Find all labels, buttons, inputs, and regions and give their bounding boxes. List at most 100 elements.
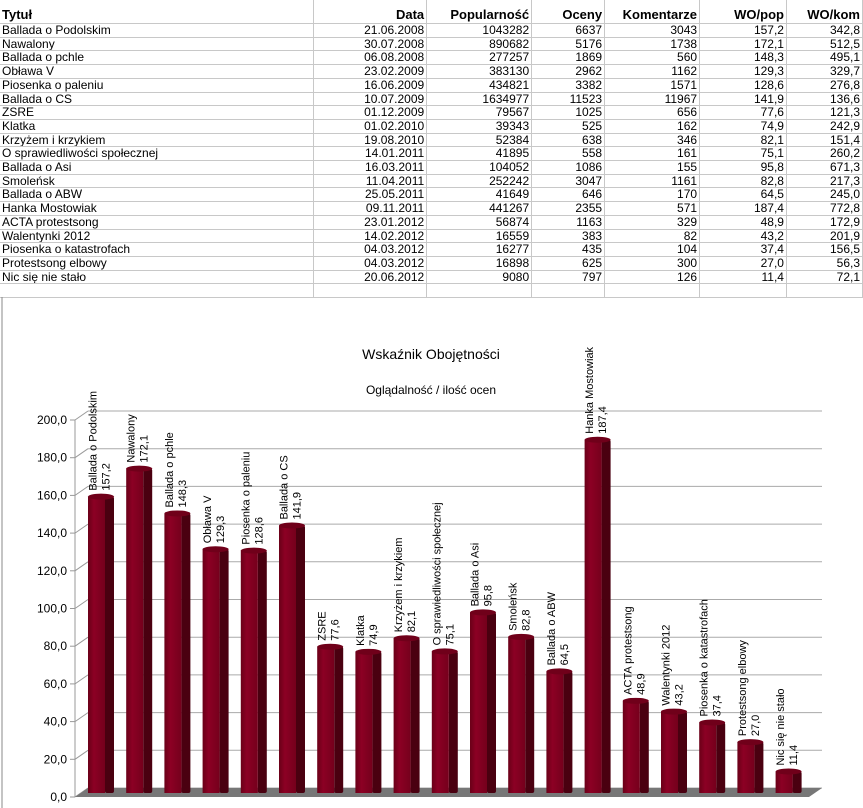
table-cell[interactable]: 1025	[531, 105, 606, 120]
table-cell[interactable]: 300	[604, 256, 701, 271]
table-cell[interactable]: 148,3	[699, 50, 787, 66]
table-cell[interactable]: Nawalony	[0, 37, 315, 52]
table-cell[interactable]: 16.06.2009	[313, 78, 428, 93]
table-cell[interactable]: 72,1	[786, 270, 863, 285]
table-cell[interactable]: 276,8	[786, 78, 863, 93]
table-cell[interactable]: 2962	[531, 64, 606, 79]
table-cell[interactable]: 95,8	[699, 160, 787, 175]
table-cell[interactable]: 11523	[531, 92, 606, 107]
table-cell[interactable]: 56,3	[786, 256, 863, 271]
table-cell[interactable]: 1043282	[426, 23, 533, 38]
table-cell[interactable]: 20.06.2012	[313, 270, 428, 285]
table-cell[interactable]: 37,4	[699, 242, 787, 257]
table-cell[interactable]: 11.04.2011	[313, 174, 428, 189]
table-cell[interactable]: 82	[604, 229, 701, 244]
table-cell[interactable]: 79567	[426, 105, 533, 120]
empty-cell[interactable]	[0, 283, 315, 299]
table-cell[interactable]: 23.02.2009	[313, 64, 428, 79]
table-cell[interactable]: 1738	[604, 37, 701, 52]
table-cell[interactable]: 1163	[531, 215, 606, 230]
table-cell[interactable]: Krzyżem i krzykiem	[0, 133, 315, 148]
table-cell[interactable]: 342,8	[786, 23, 863, 38]
table-cell[interactable]: 1086	[531, 160, 606, 175]
table-cell[interactable]: 01.02.2010	[313, 119, 428, 134]
table-cell[interactable]: 16898	[426, 256, 533, 271]
empty-cell[interactable]	[313, 283, 428, 299]
table-cell[interactable]: 2355	[531, 201, 606, 216]
table-cell[interactable]: 3382	[531, 78, 606, 93]
table-cell[interactable]: 141,9	[699, 92, 787, 107]
table-cell[interactable]: 43,2	[699, 229, 787, 244]
table-cell[interactable]: 155	[604, 160, 701, 175]
table-cell[interactable]: ACTA protestsong	[0, 215, 315, 230]
table-cell[interactable]: 04.03.2012	[313, 256, 428, 271]
table-cell[interactable]: Klatka	[0, 119, 315, 134]
table-cell[interactable]: 09.11.2011	[313, 201, 428, 216]
table-cell[interactable]: 156,5	[786, 242, 863, 257]
table-cell[interactable]: 172,9	[786, 215, 863, 230]
table-cell[interactable]: 10.07.2009	[313, 92, 428, 107]
table-cell[interactable]: 41649	[426, 187, 533, 203]
table-cell[interactable]: 162	[604, 119, 701, 134]
table-cell[interactable]: 383130	[426, 64, 533, 79]
table-cell[interactable]: 242,9	[786, 119, 863, 134]
table-cell[interactable]: Protestsong elbowy	[0, 256, 315, 271]
table-cell[interactable]: 1161	[604, 174, 701, 189]
table-cell[interactable]: 671,3	[786, 160, 863, 175]
table-cell[interactable]: ZSRE	[0, 105, 315, 120]
table-cell[interactable]: 6637	[531, 23, 606, 38]
table-cell[interactable]: 128,6	[699, 78, 787, 93]
table-cell[interactable]: 16.03.2011	[313, 160, 428, 175]
table-cell[interactable]: 77,6	[699, 105, 787, 120]
table-cell[interactable]: 11967	[604, 92, 701, 107]
table-cell[interactable]: 1869	[531, 50, 606, 66]
table-cell[interactable]: 329,7	[786, 64, 863, 79]
table-cell[interactable]: 435	[531, 242, 606, 257]
table-cell[interactable]: 82,8	[699, 174, 787, 189]
table-cell[interactable]: Ballada o Asi	[0, 160, 315, 175]
table-cell[interactable]: 9080	[426, 270, 533, 285]
table-cell[interactable]: 170	[604, 187, 701, 203]
table-cell[interactable]: 201,9	[786, 229, 863, 244]
table-cell[interactable]: 126	[604, 270, 701, 285]
table-cell[interactable]: O sprawiedliwości społecznej	[0, 146, 315, 162]
table-cell[interactable]: 3043	[604, 23, 701, 38]
empty-cell[interactable]	[604, 283, 701, 299]
table-cell[interactable]: 560	[604, 50, 701, 66]
column-header[interactable]: Popularność	[426, 0, 533, 24]
table-cell[interactable]: 558	[531, 146, 606, 162]
table-cell[interactable]: 245,0	[786, 187, 863, 203]
table-cell[interactable]: 434821	[426, 78, 533, 93]
table-cell[interactable]: Nic się nie stało	[0, 270, 315, 285]
table-cell[interactable]: 56874	[426, 215, 533, 230]
table-cell[interactable]: 5176	[531, 37, 606, 52]
empty-cell[interactable]	[699, 283, 787, 299]
column-header[interactable]: Data	[313, 0, 428, 24]
table-cell[interactable]: 512,5	[786, 37, 863, 52]
table-cell[interactable]: 797	[531, 270, 606, 285]
table-cell[interactable]: 82,1	[699, 133, 787, 148]
table-cell[interactable]: 161	[604, 146, 701, 162]
column-header[interactable]: WO/pop	[699, 0, 787, 24]
table-cell[interactable]: 16277	[426, 242, 533, 257]
table-cell[interactable]: 14.01.2011	[313, 146, 428, 162]
table-cell[interactable]: Smoleńsk	[0, 174, 315, 189]
table-cell[interactable]: 1162	[604, 64, 701, 79]
table-cell[interactable]: 25.05.2011	[313, 187, 428, 203]
table-cell[interactable]: 64,5	[699, 187, 787, 203]
table-cell[interactable]: Obława V	[0, 64, 315, 79]
table-cell[interactable]: 260,2	[786, 146, 863, 162]
table-cell[interactable]: 30.07.2008	[313, 37, 428, 52]
table-cell[interactable]: 16559	[426, 229, 533, 244]
table-cell[interactable]: 23.01.2012	[313, 215, 428, 230]
table-cell[interactable]: 21.06.2008	[313, 23, 428, 38]
table-cell[interactable]: Piosenka o katastrofach	[0, 242, 315, 257]
empty-cell[interactable]	[426, 283, 533, 299]
table-cell[interactable]: 121,3	[786, 105, 863, 120]
table-cell[interactable]: 441267	[426, 201, 533, 216]
empty-cell[interactable]	[531, 283, 606, 299]
table-cell[interactable]: 41895	[426, 146, 533, 162]
table-cell[interactable]: 346	[604, 133, 701, 148]
table-cell[interactable]: 04.03.2012	[313, 242, 428, 257]
table-cell[interactable]: 48,9	[699, 215, 787, 230]
